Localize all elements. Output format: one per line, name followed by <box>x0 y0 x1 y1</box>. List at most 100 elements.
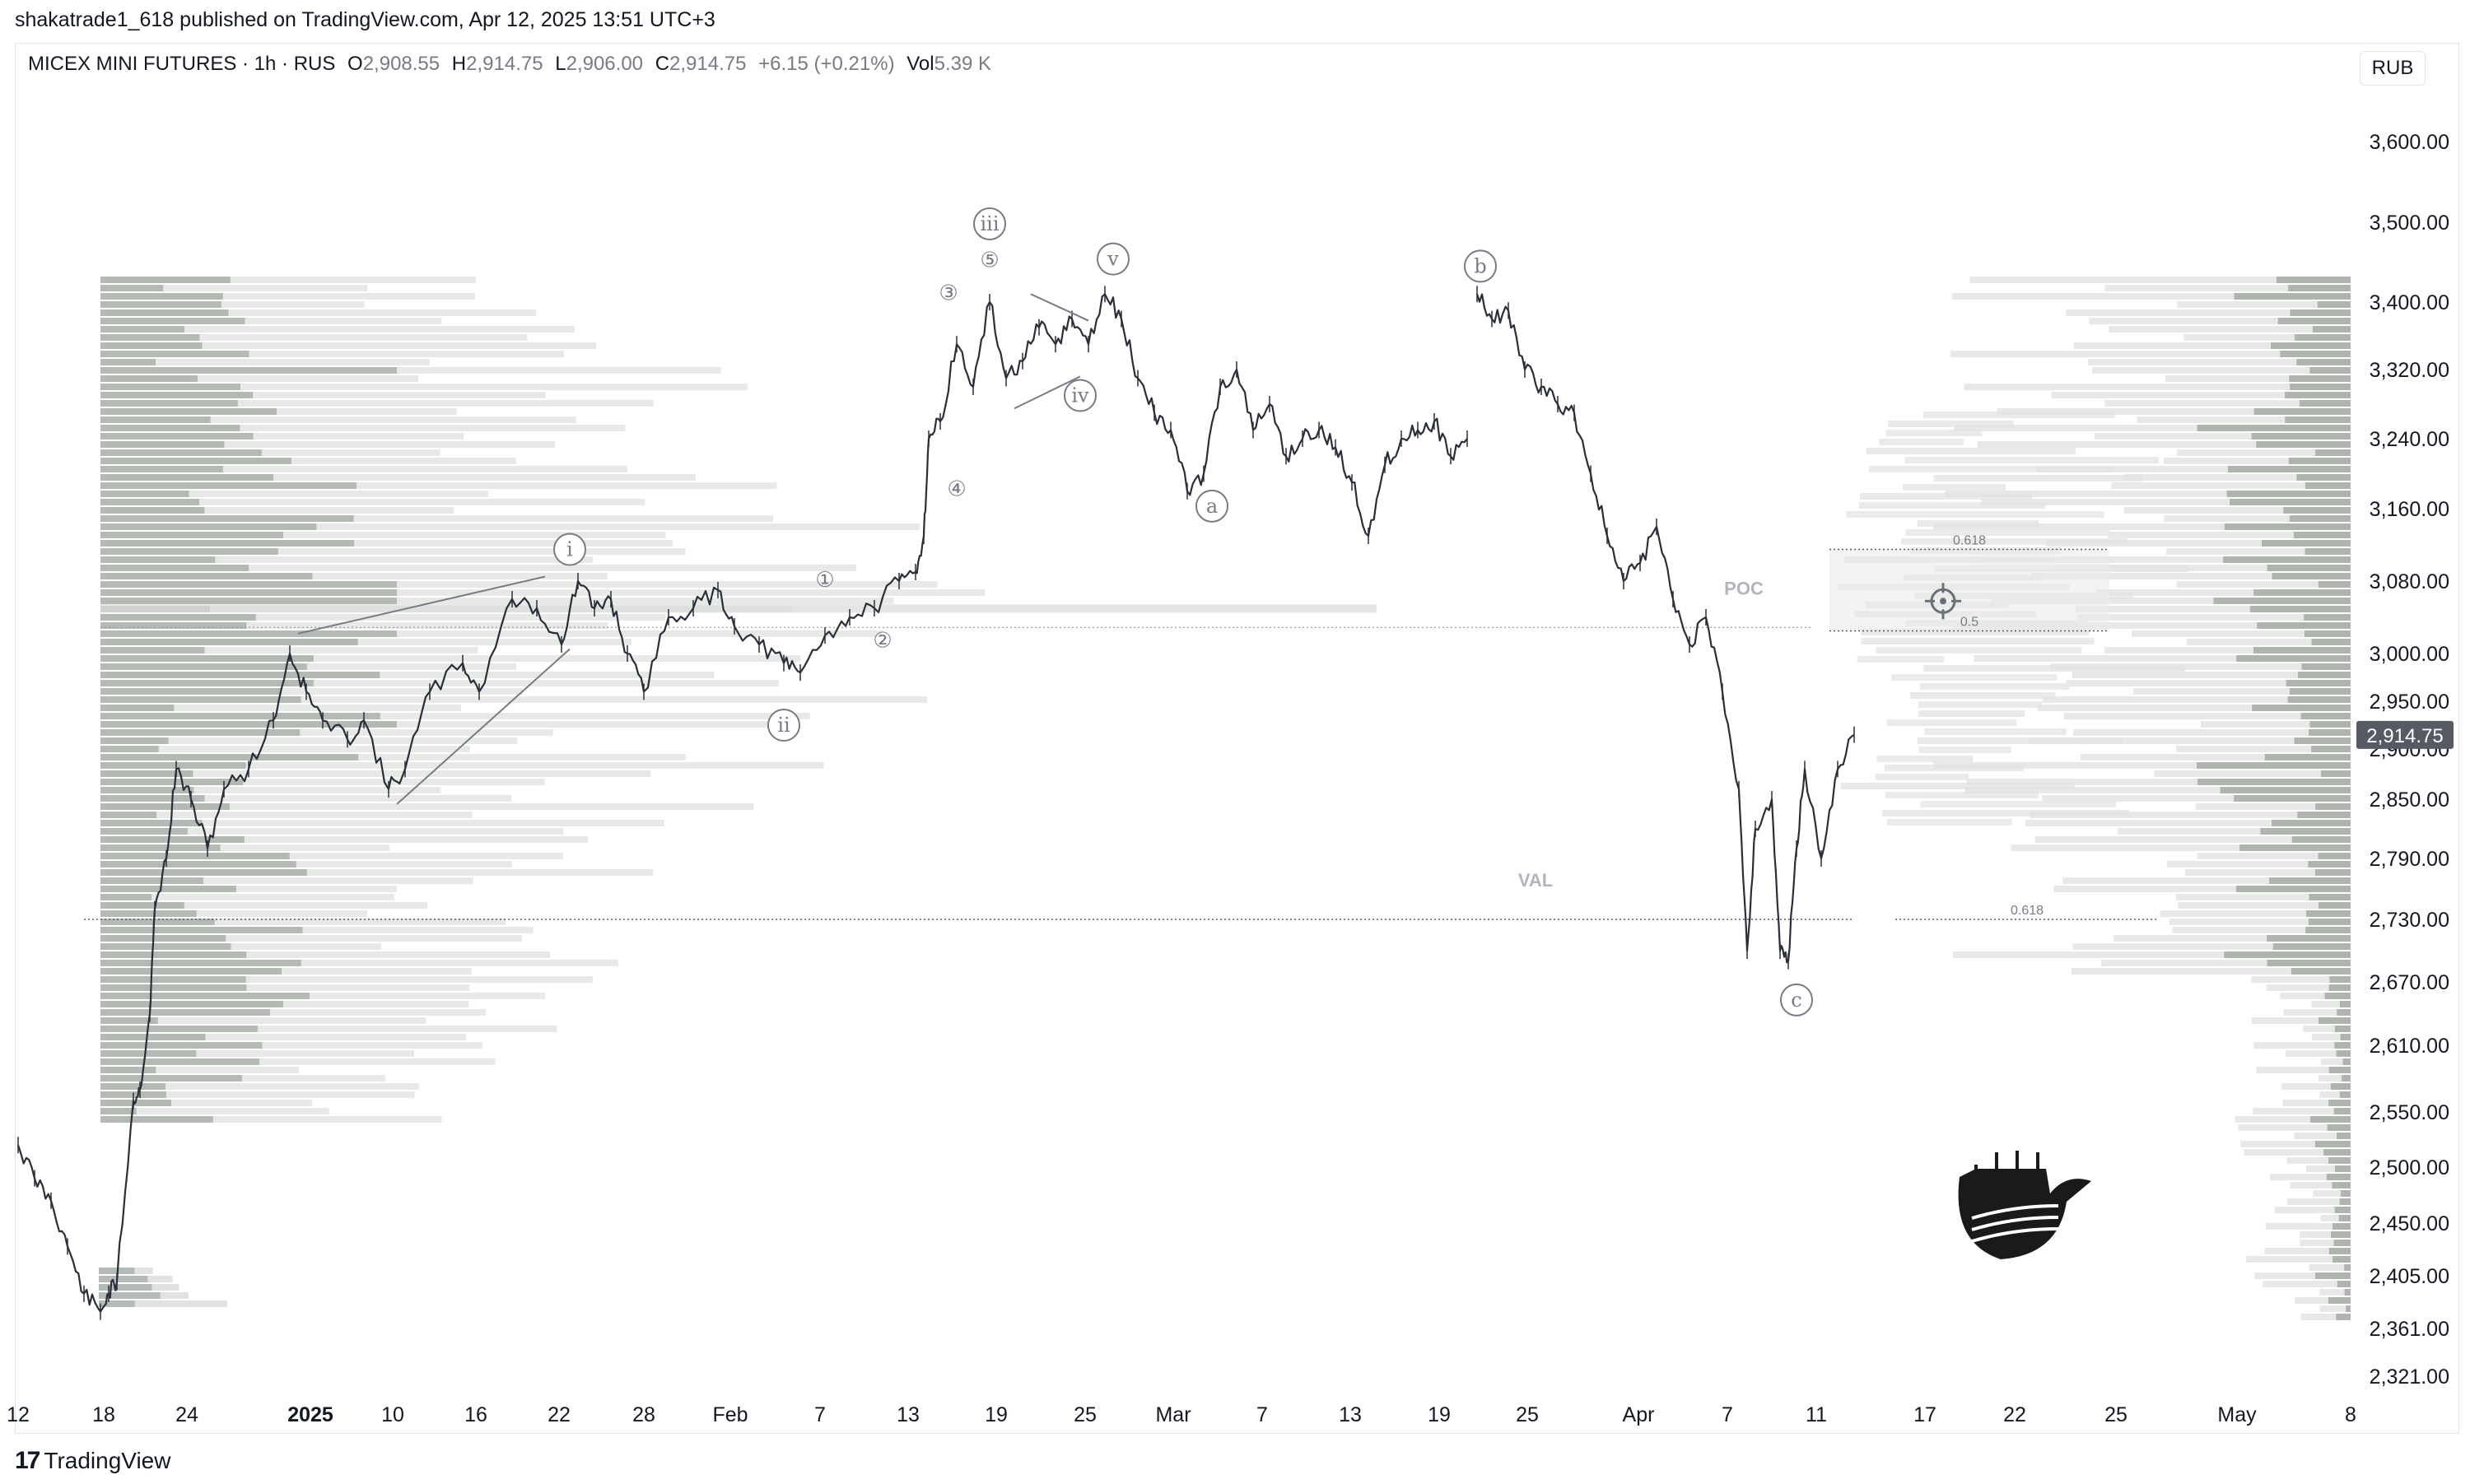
volume-profile-core <box>100 844 221 851</box>
volume-profile-bar <box>1922 412 2115 418</box>
volume-profile-bar <box>2053 886 2351 892</box>
volume-profile-bar <box>1905 529 2109 536</box>
volume-profile-core <box>100 548 278 555</box>
y-tick-label: 3,080.00 <box>2370 570 2449 593</box>
wave-label-circle[interactable] <box>1464 249 1497 283</box>
volume-profile-bar <box>100 951 551 958</box>
volume-profile-core <box>100 499 200 505</box>
volume-profile-bar <box>2164 515 2351 522</box>
volume-profile-bar <box>1953 622 2351 629</box>
wave-label-circle[interactable] <box>1097 242 1130 276</box>
volume-profile-core <box>100 1009 271 1016</box>
trend-line[interactable] <box>1030 293 1089 322</box>
volume-profile-bar <box>2274 1207 2351 1213</box>
volume-profile-bar <box>1977 441 2351 448</box>
volume-profile-bar <box>1966 779 2351 785</box>
trend-line[interactable] <box>1014 375 1081 410</box>
volume-profile-bar <box>100 614 666 621</box>
volume-profile-core <box>2324 993 2351 999</box>
wave-label-circle[interactable] <box>1195 489 1228 523</box>
x-tick-label: May <box>2217 1403 2257 1426</box>
volume-profile-bar <box>2108 532 2351 538</box>
wave-label-circle[interactable] <box>767 709 800 742</box>
volume-profile-core <box>100 400 238 407</box>
volume-profile-core <box>2267 935 2351 942</box>
volume-profile-bar <box>2132 630 2351 637</box>
volume-profile-bar <box>100 976 593 983</box>
volume-profile-bar <box>2251 1017 2351 1024</box>
trend-line[interactable] <box>396 648 571 805</box>
volume-profile-bar <box>100 984 470 991</box>
volume-profile-bar <box>100 384 748 390</box>
volume-profile-core <box>100 556 216 563</box>
volume-profile-bar <box>100 721 778 728</box>
volume-profile-core <box>100 968 282 975</box>
chart-frame <box>15 43 2459 1434</box>
volume-profile-bar <box>2295 1297 2351 1304</box>
volume-profile-core <box>2280 351 2351 357</box>
wave-label-circle[interactable] <box>1780 983 1813 1016</box>
volume-profile-bar <box>100 433 464 440</box>
volume-profile-core <box>100 688 282 695</box>
volume-profile-core <box>100 318 245 324</box>
volume-profile-core <box>100 622 247 629</box>
symbol-name[interactable]: MICEX MINI FUTURES · 1h · RUS <box>28 53 336 75</box>
volume-profile-core <box>2234 293 2351 300</box>
volume-profile-bar <box>100 441 555 448</box>
wave-label-circle[interactable] <box>1064 379 1097 412</box>
volume-profile-bar <box>1918 710 2025 717</box>
volume-profile-bar <box>1876 647 2082 654</box>
volume-profile-core <box>100 853 290 859</box>
volume-profile-bar <box>2311 1001 2351 1007</box>
wave-label-circle[interactable] <box>973 207 1006 240</box>
sub-wave-label: ⑤ <box>980 249 999 273</box>
volume-profile-core <box>2234 795 2351 802</box>
volume-profile-bar <box>2062 877 2351 884</box>
high-label: H <box>451 53 467 75</box>
volume-profile-core <box>100 482 357 489</box>
volume-profile-bar <box>100 425 626 431</box>
y-tick-label: 2,670.00 <box>2370 971 2449 994</box>
volume-profile-bar <box>100 556 594 563</box>
volume-profile-core <box>100 449 262 456</box>
volume-profile-bar <box>1980 499 2351 505</box>
volume-profile-core <box>100 589 397 596</box>
volume-profile-core <box>2295 334 2351 341</box>
x-tick-label: 25 <box>2104 1403 2127 1426</box>
tradingview-footer[interactable]: 17 TradingView <box>15 1447 170 1475</box>
trend-line[interactable] <box>297 575 546 635</box>
open-value: 2,908.55 <box>362 53 440 75</box>
y-tick-label: 3,000.00 <box>2370 643 2449 666</box>
volume-profile-bar <box>2137 416 2351 423</box>
volume-profile-core <box>99 1292 161 1299</box>
level-label: 0.5 <box>1960 616 1978 630</box>
price-series[interactable] <box>1475 293 1855 964</box>
wave-label-circle[interactable] <box>553 533 586 566</box>
volume-profile-core <box>100 927 303 933</box>
currency-button[interactable]: RUB <box>2360 51 2426 86</box>
volume-profile-core <box>2305 927 2351 933</box>
volume-profile-core <box>100 301 221 308</box>
open-label: O <box>347 53 363 75</box>
volume-profile-bar <box>2319 1289 2351 1296</box>
volume-profile-bar <box>1952 951 2351 958</box>
wave-label: a <box>1206 495 1218 518</box>
x-tick-label: 19 <box>985 1403 1008 1426</box>
volume-profile-core <box>2289 515 2351 522</box>
volume-profile-bar <box>100 910 367 917</box>
volume-profile-core <box>2268 877 2351 884</box>
price-series[interactable] <box>16 293 1468 1313</box>
volume-profile-bar <box>2037 466 2351 472</box>
volume-profile-core <box>2334 1026 2351 1032</box>
x-tick-label: Mar <box>1155 1403 1191 1426</box>
volume-profile-bar <box>1876 756 1974 762</box>
volume-profile-bar <box>2238 1124 2351 1131</box>
volume-profile-core <box>2291 836 2351 843</box>
volume-profile-bar <box>2104 285 2351 291</box>
volume-profile-core <box>100 392 254 398</box>
levels-layer: VAL 0.618 0.618 0.5 POC <box>84 534 2159 920</box>
volume-profile-bar <box>2286 1050 2351 1057</box>
volume-profile-bar <box>2104 400 2351 407</box>
volume-profile-bar <box>2050 663 2351 670</box>
